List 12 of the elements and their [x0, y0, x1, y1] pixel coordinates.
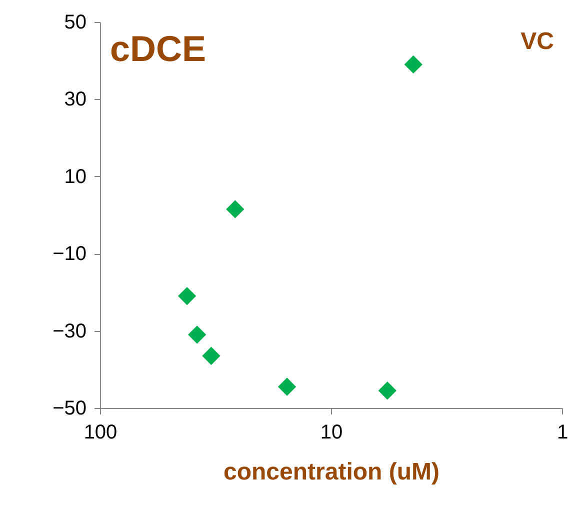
x-tick-label: 100	[84, 422, 118, 444]
annotation: VC	[520, 28, 554, 55]
y-tick-label: 10	[64, 166, 86, 188]
y-tick-label: −50	[52, 398, 86, 420]
y-tick-label: 30	[64, 88, 86, 111]
y-tick-label: −10	[52, 243, 86, 266]
y-tick-label: 50	[64, 12, 86, 34]
y-tick-label: −30	[52, 320, 86, 342]
x-tick-label: 1	[556, 422, 568, 444]
annotation: cDCE	[110, 28, 206, 69]
x-tick-label: 10	[320, 422, 343, 444]
x-axis-title: concentration (uM)	[224, 458, 440, 486]
